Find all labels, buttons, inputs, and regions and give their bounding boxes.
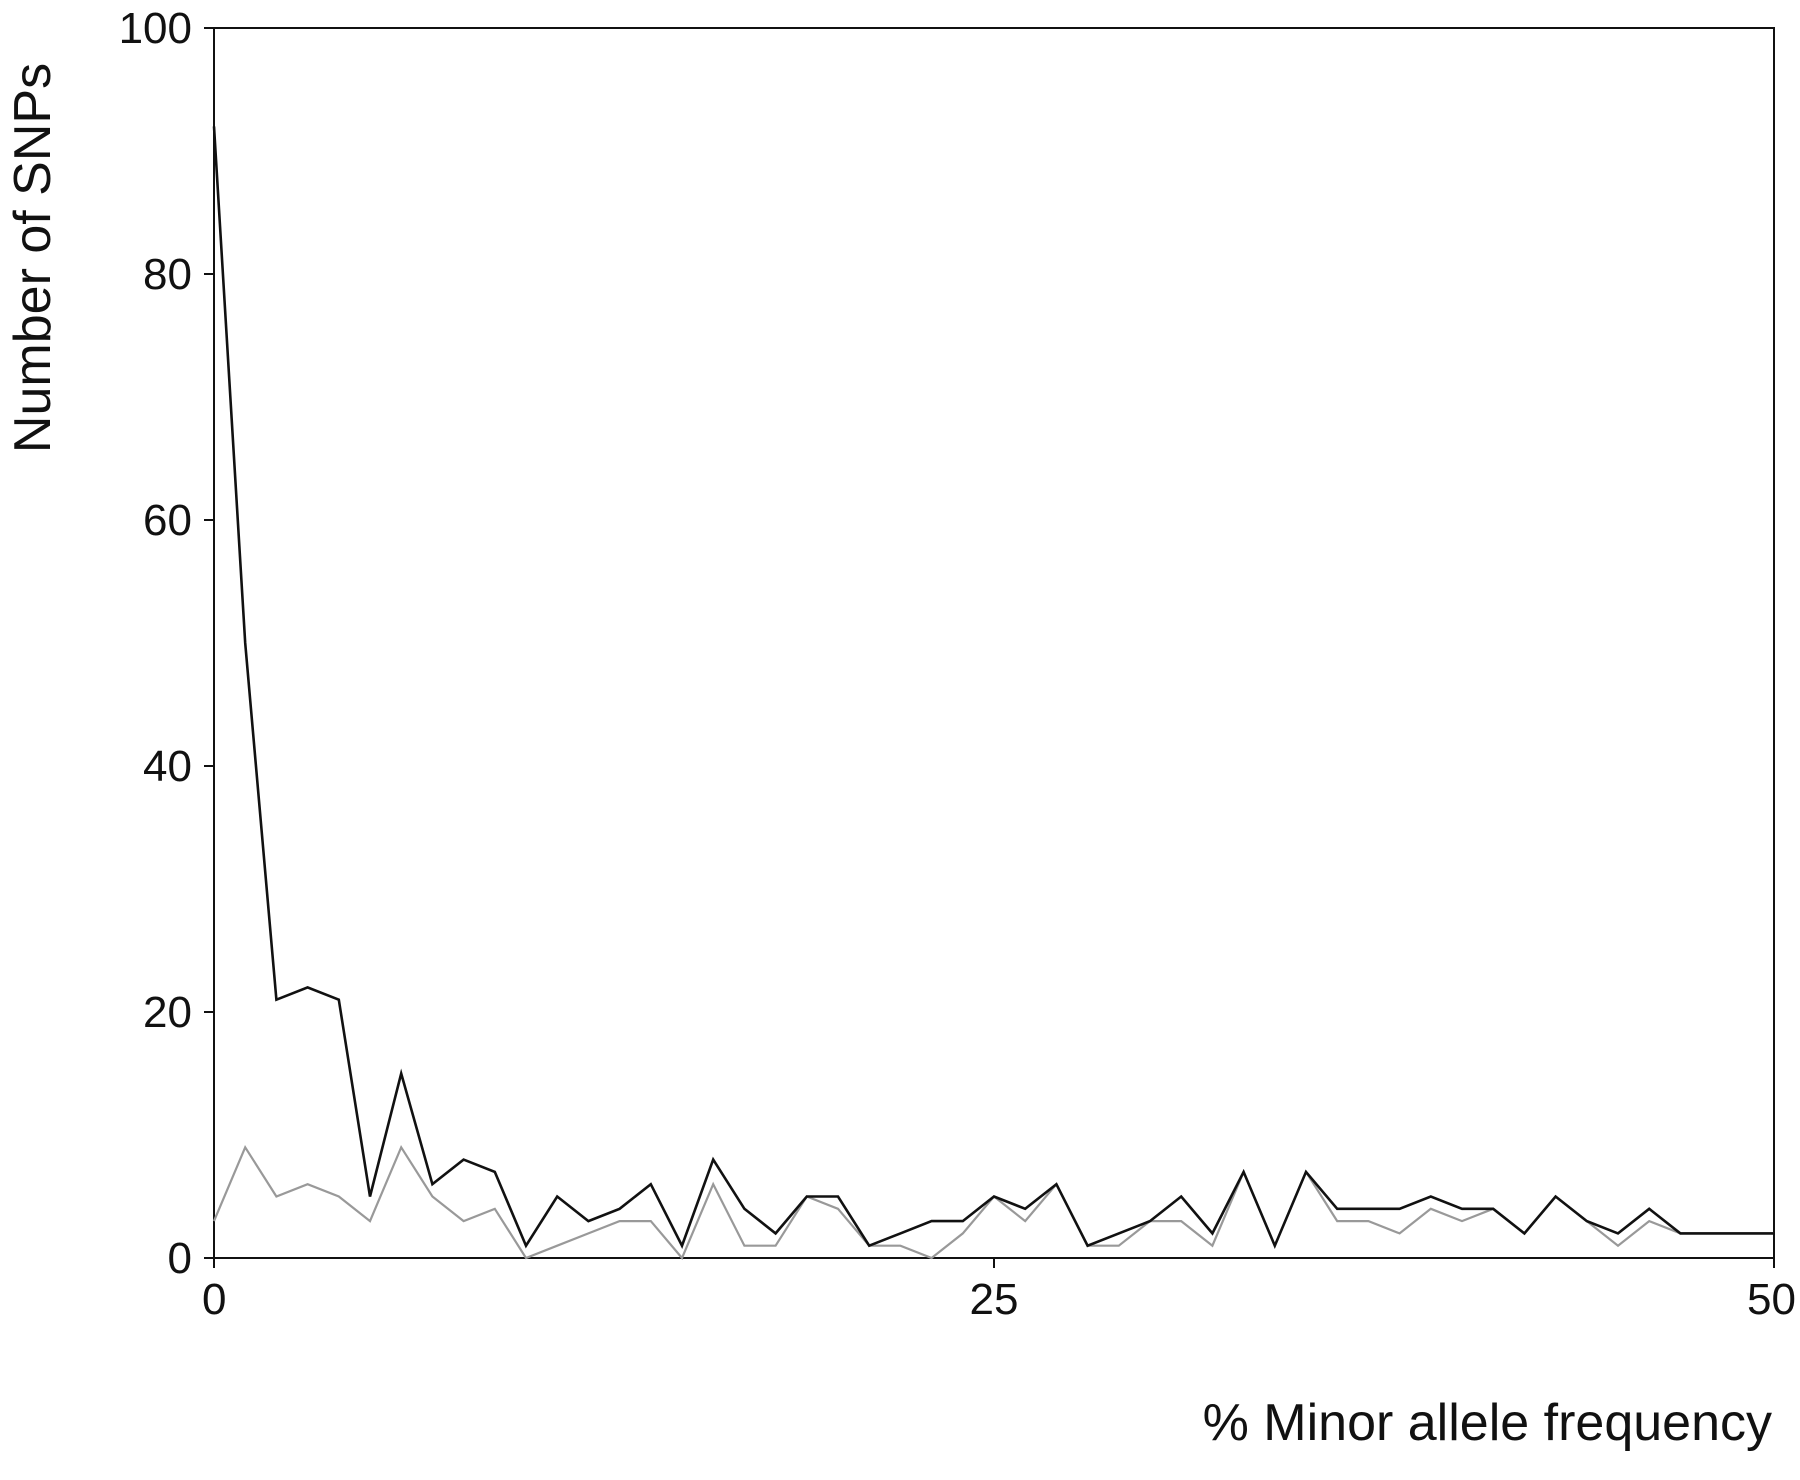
plot-frame bbox=[213, 27, 1775, 1259]
y-tick-label: 80 bbox=[143, 250, 192, 299]
y-axis-title: Number of SNPs bbox=[4, 63, 62, 453]
y-tick-label: 20 bbox=[143, 988, 192, 1037]
y-axis-ticks: 0 20 40 60 80 100 bbox=[119, 4, 214, 1283]
series-line-1 bbox=[212, 126, 1774, 1250]
x-axis-title: % Minor allele frequency bbox=[1203, 1394, 1772, 1452]
y-tick-label: 40 bbox=[143, 742, 192, 791]
y-tick-label: 100 bbox=[119, 4, 192, 53]
y-tick-label: 0 bbox=[168, 1234, 192, 1283]
x-tick-label: 50 bbox=[1747, 1275, 1796, 1324]
x-tick-label: 25 bbox=[970, 1275, 1019, 1324]
series-layer bbox=[212, 126, 1774, 1261]
y-tick-label: 60 bbox=[143, 496, 192, 545]
series-line-2 bbox=[212, 1144, 1774, 1261]
x-axis-ticks: 0 25 50 bbox=[202, 1258, 1796, 1324]
x-tick-label: 0 bbox=[202, 1275, 226, 1324]
